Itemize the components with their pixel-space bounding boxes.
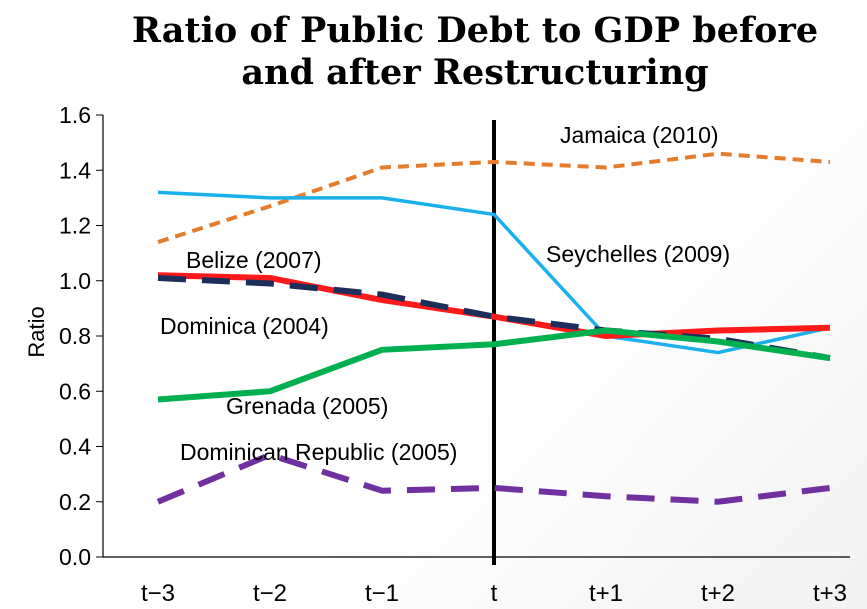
chart-title-line-2: and after Restructuring [241, 52, 709, 93]
series-label-seychelles-2009: Seychelles (2009) [546, 241, 730, 267]
x-tick-label: t+1 [589, 580, 623, 607]
x-tick-label: t+2 [701, 580, 735, 607]
y-tick-label: 1.4 [59, 157, 91, 183]
series-line-dominican-republic-2005 [156, 451, 831, 505]
series-line-jamaica-2010 [157, 151, 831, 244]
x-tick-label: t+3 [813, 580, 847, 607]
y-tick-label: 0.6 [59, 378, 91, 404]
series-label-grenada-2005: Grenada (2005) [226, 393, 388, 419]
series-label-dominica-2004: Dominica (2004) [160, 313, 329, 339]
y-tick-label: 0.8 [59, 323, 91, 349]
chart-title-line-1: Ratio of Public Debt to GDP before [131, 10, 819, 51]
series-label-belize-2007: Belize (2007) [186, 247, 322, 273]
x-tick-label: t−1 [365, 580, 399, 607]
x-tick-label: t−2 [253, 580, 287, 607]
y-axis-label: Ratio [24, 306, 49, 357]
series-line-grenada-2005 [157, 327, 831, 403]
series-line-belize-2007 [157, 272, 831, 339]
y-tick-label: 0.0 [59, 544, 91, 570]
x-tick-label: t−3 [141, 580, 175, 607]
series-labels: Jamaica (2010) Seychelles (2009) Belize (2… [160, 122, 730, 465]
y-tick-label: 1.6 [59, 102, 91, 128]
y-tick-label: 0.2 [59, 489, 91, 515]
axes: 0.0 0.2 0.4 0.6 0.8 1.0 1.2 1.4 1.6 t−3 t−2 t−1 t t+1… [24, 102, 850, 607]
series-lines [156, 151, 831, 505]
y-tick-label: 1.0 [59, 268, 91, 294]
series-label-dominican-republic-2005: Dominican Republic (2005) [180, 439, 457, 465]
chart-title: Ratio of Public Debt to GDP before and a… [90, 10, 860, 94]
series-line-dominica-2004 [157, 274, 831, 362]
y-tick-label: 1.2 [59, 213, 91, 239]
x-tick-label: t [491, 580, 498, 607]
series-line-seychelles-2009 [157, 190, 831, 355]
y-tick-label: 0.4 [59, 434, 91, 460]
series-label-jamaica-2010: Jamaica (2010) [560, 122, 719, 148]
